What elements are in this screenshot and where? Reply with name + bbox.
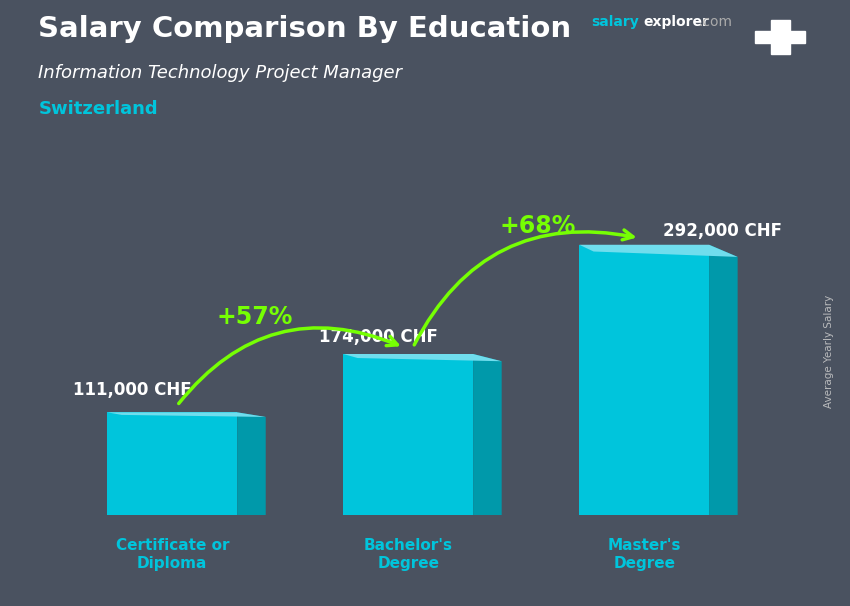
Text: Switzerland: Switzerland <box>38 100 158 118</box>
Bar <box>107 412 237 515</box>
Polygon shape <box>343 354 502 361</box>
Bar <box>580 245 709 515</box>
Polygon shape <box>709 245 738 515</box>
Text: +68%: +68% <box>500 214 576 238</box>
Bar <box>756 30 805 44</box>
Polygon shape <box>107 412 266 417</box>
Text: Master's
Degree: Master's Degree <box>608 539 681 571</box>
Text: 292,000 CHF: 292,000 CHF <box>663 222 782 240</box>
Text: .com: .com <box>699 15 733 29</box>
Text: Average Yearly Salary: Average Yearly Salary <box>824 295 834 408</box>
Text: salary: salary <box>591 15 638 29</box>
Polygon shape <box>580 245 738 257</box>
Text: +57%: +57% <box>217 304 293 328</box>
Bar <box>771 20 790 54</box>
Text: explorer: explorer <box>643 15 709 29</box>
Text: Certificate or
Diploma: Certificate or Diploma <box>116 539 229 571</box>
Polygon shape <box>237 412 266 515</box>
Text: Salary Comparison By Education: Salary Comparison By Education <box>38 15 571 43</box>
Text: 111,000 CHF: 111,000 CHF <box>73 381 192 399</box>
Polygon shape <box>473 354 502 515</box>
Text: Bachelor's
Degree: Bachelor's Degree <box>364 539 453 571</box>
Bar <box>343 354 473 515</box>
Text: 174,000 CHF: 174,000 CHF <box>319 328 438 345</box>
Text: Information Technology Project Manager: Information Technology Project Manager <box>38 64 402 82</box>
